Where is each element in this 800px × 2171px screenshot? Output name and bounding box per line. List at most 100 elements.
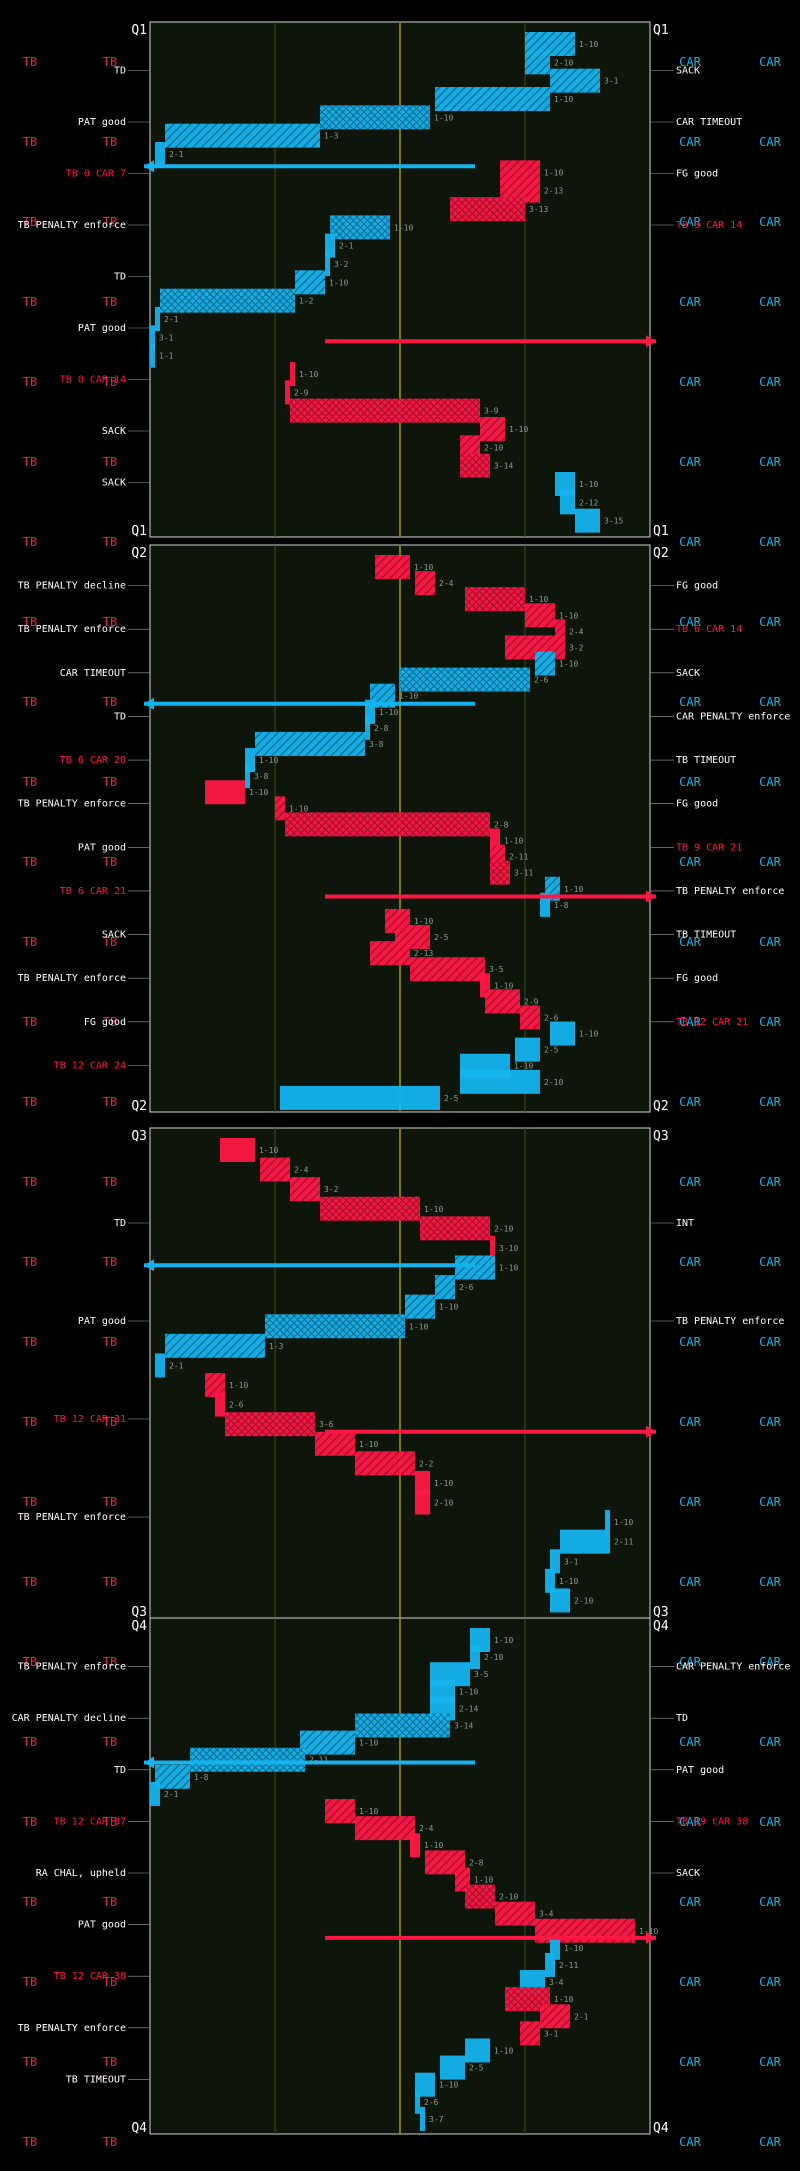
down-label: 3-4 bbox=[539, 1910, 554, 1919]
away-side-label: CAR bbox=[679, 1895, 701, 1909]
down-label: 2-5 bbox=[444, 1094, 459, 1103]
down-label: 2-13 bbox=[414, 949, 433, 958]
home-side-label: TB bbox=[23, 1255, 37, 1269]
home-side-label: TB bbox=[103, 1015, 117, 1029]
play-bar bbox=[490, 860, 510, 885]
home-side-label: TB bbox=[23, 295, 37, 309]
down-label: 1-10 bbox=[359, 1440, 378, 1449]
down-label: 1-10 bbox=[259, 1146, 278, 1155]
down-label: 3-13 bbox=[529, 205, 548, 214]
score-label: TB 6 CAR 14 bbox=[676, 624, 742, 635]
play-bar bbox=[295, 270, 325, 295]
down-label: 3-6 bbox=[319, 1420, 334, 1429]
home-side-label: TB bbox=[23, 1815, 37, 1829]
play-bar bbox=[490, 828, 500, 853]
down-label: 1-10 bbox=[409, 1322, 428, 1331]
event-label: PAT good bbox=[78, 117, 126, 128]
home-side-label: TB bbox=[103, 855, 117, 869]
down-label: 1-10 bbox=[259, 756, 278, 765]
arrow-head bbox=[144, 1259, 154, 1272]
down-label: 2-2 bbox=[419, 1459, 434, 1468]
down-label: 1-10 bbox=[379, 708, 398, 717]
play-bar bbox=[465, 1884, 495, 1909]
down-label: 1-10 bbox=[494, 1636, 513, 1645]
down-label: 3-1 bbox=[544, 2029, 559, 2038]
play-bar bbox=[440, 2055, 465, 2080]
arrow-head bbox=[646, 890, 656, 903]
play-bar bbox=[540, 892, 550, 917]
play-bar bbox=[490, 1235, 495, 1260]
home-side-label: TB bbox=[103, 1655, 117, 1669]
away-side-label: CAR bbox=[759, 1255, 781, 1269]
away-side-label: CAR bbox=[759, 1735, 781, 1749]
home-side-label: TB bbox=[23, 215, 37, 229]
play-bar bbox=[155, 1764, 190, 1789]
play-bar bbox=[355, 1816, 415, 1841]
event-label: TB PENALTY enforce bbox=[18, 973, 126, 984]
away-side-label: CAR bbox=[679, 215, 701, 229]
away-side-label: CAR bbox=[679, 295, 701, 309]
events-layer: TD PAT good TB 0 CAR 7 SACK TB PENALTY enfor… bbox=[12, 66, 791, 2086]
play-bar bbox=[285, 812, 490, 837]
away-side-label: CAR bbox=[679, 775, 701, 789]
home-side-label: TB bbox=[23, 1015, 37, 1029]
play-bar bbox=[370, 941, 410, 966]
play-bar bbox=[480, 417, 505, 441]
down-label: 1-10 bbox=[394, 223, 413, 232]
score-label: TB 0 CAR 14 bbox=[60, 375, 126, 386]
down-label: 2-1 bbox=[169, 1361, 184, 1370]
away-side-label: CAR bbox=[759, 1095, 781, 1109]
quarter-label: Q2 bbox=[653, 546, 669, 561]
away-side-label: CAR bbox=[679, 375, 701, 389]
home-side-label: TB bbox=[103, 1895, 117, 1909]
play-bar bbox=[480, 973, 490, 998]
down-label: 2-5 bbox=[469, 2064, 484, 2073]
down-label: 3-9 bbox=[484, 407, 499, 416]
play-bar bbox=[400, 667, 530, 692]
event-label: TD bbox=[114, 711, 126, 722]
home-side-label: TB bbox=[23, 1335, 37, 1349]
play-bar bbox=[550, 1935, 560, 1960]
down-label: 2-5 bbox=[434, 933, 449, 942]
play-bar bbox=[575, 508, 600, 533]
away-side-label: CAR bbox=[679, 1735, 701, 1749]
away-side-label: CAR bbox=[679, 535, 701, 549]
away-side-label: CAR bbox=[759, 1175, 781, 1189]
away-side-label: CAR bbox=[679, 2055, 701, 2069]
score-label: TB 12 CAR 21 bbox=[676, 1017, 748, 1028]
away-side-label: CAR bbox=[759, 1575, 781, 1589]
away-side-label: CAR bbox=[759, 935, 781, 949]
away-side-label: CAR bbox=[679, 1175, 701, 1189]
quarter-label: Q1 bbox=[653, 524, 669, 539]
away-side-label: CAR bbox=[679, 855, 701, 869]
down-label: 2-1 bbox=[169, 150, 184, 159]
down-label: 1-2 bbox=[299, 297, 314, 306]
play-bar bbox=[545, 1952, 555, 1977]
home-side-label: TB bbox=[103, 2055, 117, 2069]
down-label: 1-10 bbox=[494, 981, 513, 990]
down-label: 1-10 bbox=[424, 1205, 443, 1214]
quarter-label: Q1 bbox=[131, 23, 147, 38]
event-label: CAR PENALTY enforce bbox=[676, 711, 790, 722]
play-bar bbox=[460, 435, 480, 460]
play-bar bbox=[535, 651, 555, 676]
arrow-head bbox=[144, 697, 154, 710]
down-label: 3-14 bbox=[454, 1722, 473, 1731]
down-label: 2-6 bbox=[459, 1283, 474, 1292]
event-label: RA CHAL, upheld bbox=[36, 1868, 126, 1879]
play-bar bbox=[355, 1713, 450, 1738]
event-label: SACK bbox=[676, 66, 700, 77]
down-label: 2-9 bbox=[524, 997, 539, 1006]
down-label: 1-10 bbox=[414, 917, 433, 926]
home-side-label: TB bbox=[23, 2055, 37, 2069]
event-label: PAT good bbox=[78, 323, 126, 334]
event-label: CAR PENALTY enforce bbox=[676, 1662, 790, 1673]
play-bar bbox=[275, 796, 285, 821]
play-bar bbox=[220, 1138, 255, 1162]
event-label: FG good bbox=[676, 169, 718, 180]
away-side-label: CAR bbox=[759, 615, 781, 629]
down-label: 2-4 bbox=[294, 1166, 309, 1175]
down-label: 1-10 bbox=[494, 2046, 513, 2055]
score-label: TB 3 CAR 14 bbox=[676, 220, 742, 231]
play-bar bbox=[520, 2021, 540, 2046]
